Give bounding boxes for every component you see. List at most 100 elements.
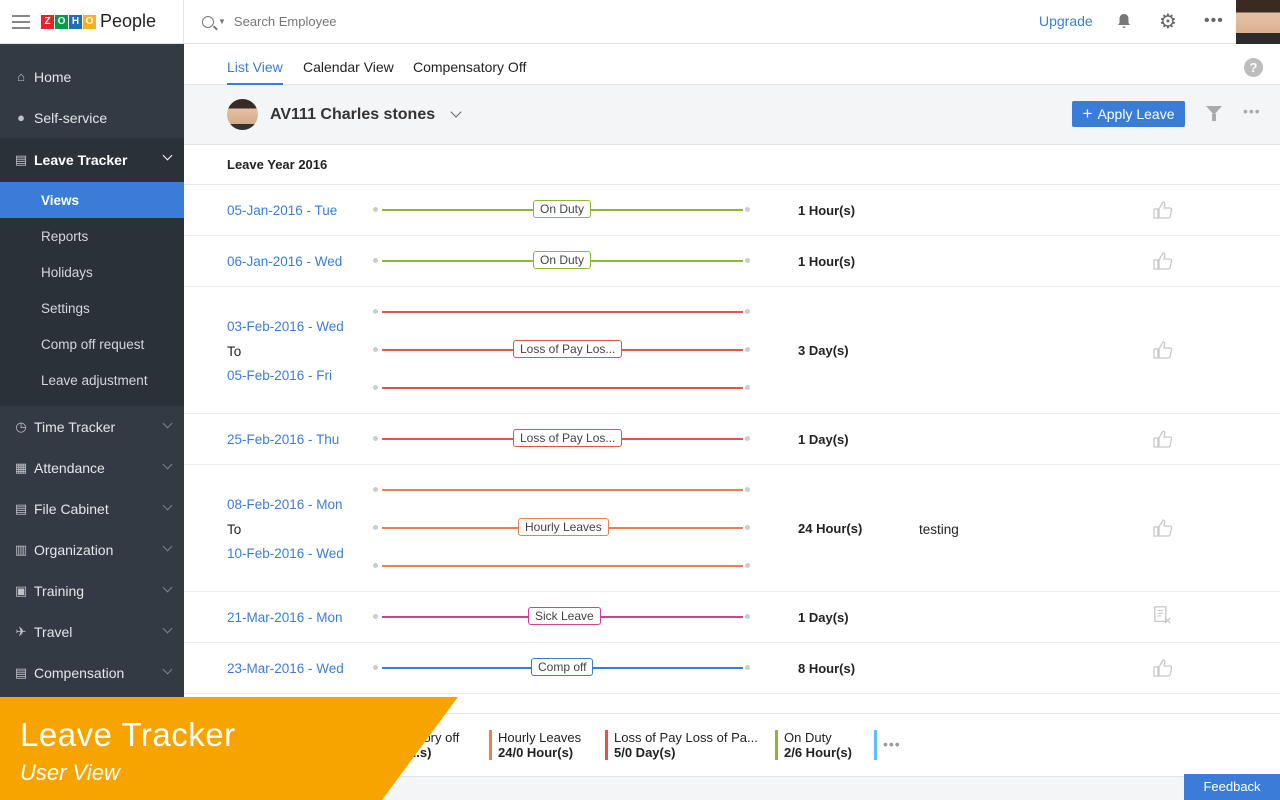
- leave-date-from[interactable]: 08-Feb-2016 - Mon: [227, 497, 343, 512]
- leave-date[interactable]: 21-Mar-2016 - Mon: [227, 610, 343, 625]
- summary-value: 2/6 Hour(s): [784, 745, 852, 760]
- sidebar-item-label: Travel: [34, 623, 73, 640]
- sidebar-item-travel[interactable]: ✈ Travel: [0, 611, 184, 652]
- timeline-line: [382, 489, 743, 491]
- sidebar-item-file-cabinet[interactable]: ▤ File Cabinet: [0, 488, 184, 529]
- sidebar-item-training[interactable]: ▣ Training: [0, 570, 184, 611]
- upgrade-link[interactable]: Upgrade: [1039, 13, 1093, 29]
- bell-icon[interactable]: [1116, 13, 1132, 29]
- sidebar-item-label: Time Tracker: [34, 418, 116, 435]
- sidebar-item-self-service[interactable]: ● Self-service: [0, 97, 184, 138]
- leave-date-from[interactable]: 03-Feb-2016 - Wed: [227, 319, 344, 334]
- sidebar-item-compensation[interactable]: ▤ Compensation: [0, 652, 184, 693]
- sidebar-item-label: Organization: [34, 541, 114, 558]
- timeline-dot: [373, 614, 378, 619]
- chevron-down-icon: [162, 623, 173, 634]
- logo-letter: O: [55, 14, 68, 29]
- leave-duration: 1 Hour(s): [798, 203, 856, 218]
- more-icon[interactable]: •••: [883, 736, 901, 752]
- timeline-dot: [745, 487, 750, 492]
- gear-icon[interactable]: ⚙: [1159, 11, 1177, 33]
- chevron-down-icon: [162, 150, 173, 161]
- sidebar-item-attendance[interactable]: ▦ Attendance: [0, 447, 184, 488]
- table-row[interactable]: 05-Jan-2016 - Tue On Duty 1 Hour(s): [184, 185, 1280, 236]
- table-row[interactable]: 06-Jan-2016 - Wed On Duty 1 Hour(s): [184, 236, 1280, 287]
- summary-color-bar: [605, 730, 608, 760]
- leave-type-pill[interactable]: Loss of Pay Los...: [513, 340, 623, 358]
- chevron-down-icon: [162, 541, 173, 552]
- sidebar-item-home[interactable]: ⌂ Home: [0, 56, 184, 97]
- view-tabs: List View Calendar View Compensatory Off…: [184, 44, 1280, 85]
- table-row[interactable]: 23-Mar-2016 - Wed Comp off 8 Hour(s): [184, 643, 1280, 694]
- sidebar-item-label: Home: [34, 68, 72, 85]
- chevron-down-icon[interactable]: [450, 106, 462, 118]
- compensation-icon: ▤: [14, 664, 28, 680]
- leave-date-to[interactable]: 05-Feb-2016 - Fri: [227, 368, 333, 383]
- timeline-dot: [373, 563, 378, 568]
- summary-item[interactable]: Loss of Pay Loss of Pa... 5/0 Day(s): [605, 730, 758, 760]
- tab-calendar-view[interactable]: Calendar View: [303, 59, 394, 75]
- timeline-dot: [373, 665, 378, 670]
- chevron-down-icon: ▼: [218, 17, 226, 26]
- thumbs-up-icon: [1153, 519, 1173, 537]
- sidebar-item-label: Attendance: [34, 459, 105, 476]
- search-input[interactable]: Search Employee: [233, 14, 337, 29]
- sidebar-item-leave-tracker[interactable]: ▤ Leave Tracker: [0, 138, 184, 182]
- timeline-dot: [745, 385, 750, 390]
- summary-item[interactable]: Hourly Leaves 24/0 Hour(s): [489, 730, 581, 760]
- timeline-line: [382, 387, 743, 389]
- sidebar-subitem-reports[interactable]: Reports: [41, 228, 89, 244]
- hamburger-menu-icon[interactable]: [12, 14, 30, 29]
- more-icon[interactable]: •••: [1243, 103, 1261, 119]
- sidebar-subitem-settings[interactable]: Settings: [41, 300, 90, 316]
- leave-type-pill[interactable]: Loss of Pay Los...: [513, 429, 623, 447]
- help-icon[interactable]: ?: [1244, 58, 1263, 77]
- timeline-dot: [745, 309, 750, 314]
- banner-title: Leave Tracker: [20, 716, 236, 753]
- sidebar-subitem-holidays[interactable]: Holidays: [41, 264, 93, 280]
- leave-date-to[interactable]: 10-Feb-2016 - Wed: [227, 546, 344, 561]
- table-row[interactable]: 03-Feb-2016 - Wed To 05-Feb-2016 - Fri L…: [184, 287, 1280, 414]
- file-icon: ▤: [14, 500, 28, 516]
- chevron-down-icon: [162, 500, 173, 511]
- more-icon[interactable]: •••: [1204, 12, 1224, 29]
- leave-type-pill[interactable]: Hourly Leaves: [518, 518, 609, 536]
- sidebar-subitem-comp-off-request[interactable]: Comp off request: [41, 336, 145, 352]
- sidebar-item-label: Compensation: [34, 664, 125, 681]
- sidebar-item-time-tracker[interactable]: ◷ Time Tracker: [0, 406, 184, 447]
- home-icon: ⌂: [17, 69, 25, 84]
- table-row[interactable]: 21-Mar-2016 - Mon Sick Leave 1 Day(s): [184, 592, 1280, 643]
- plane-icon: ✈: [15, 623, 27, 639]
- employee-avatar: [227, 99, 258, 130]
- leave-type-pill[interactable]: On Duty: [533, 251, 592, 269]
- sidebar-subitem-leave-adjustment[interactable]: Leave adjustment: [41, 372, 148, 388]
- leave-note: testing: [919, 522, 959, 537]
- logo-letter: H: [69, 14, 82, 29]
- timeline-dot: [745, 347, 750, 352]
- filter-icon[interactable]: [1206, 106, 1222, 121]
- search-icon: [202, 15, 214, 28]
- tab-compensatory-off[interactable]: Compensatory Off: [413, 59, 527, 75]
- app-name: People: [100, 11, 157, 31]
- table-row[interactable]: 25-Feb-2016 - Thu Loss of Pay Los... 1 D…: [184, 414, 1280, 465]
- leave-date[interactable]: 06-Jan-2016 - Wed: [227, 254, 343, 269]
- leave-type-pill[interactable]: Sick Leave: [528, 607, 601, 625]
- leave-date[interactable]: 23-Mar-2016 - Wed: [227, 661, 344, 676]
- tab-list-view[interactable]: List View: [227, 59, 283, 85]
- timeline-dot: [373, 309, 378, 314]
- apply-leave-button[interactable]: + Apply Leave: [1072, 101, 1185, 127]
- feedback-button[interactable]: Feedback: [1184, 774, 1280, 800]
- leave-type-pill[interactable]: Comp off: [531, 658, 594, 676]
- leave-duration: 24 Hour(s): [798, 521, 863, 536]
- sidebar-item-organization[interactable]: ▥ Organization: [0, 529, 184, 570]
- timeline-dot: [745, 258, 750, 263]
- leave-type-pill[interactable]: On Duty: [533, 200, 592, 218]
- avatar[interactable]: [1236, 0, 1280, 44]
- sidebar-subitem-views[interactable]: Views: [0, 182, 184, 218]
- table-row[interactable]: 08-Feb-2016 - Mon To 10-Feb-2016 - Wed H…: [184, 465, 1280, 592]
- search-box[interactable]: ▼ Search Employee: [202, 14, 337, 29]
- summary-item[interactable]: On Duty 2/6 Hour(s): [775, 730, 852, 760]
- employee-name[interactable]: AV111 Charles stones: [270, 106, 436, 123]
- leave-date[interactable]: 05-Jan-2016 - Tue: [227, 203, 338, 218]
- leave-date[interactable]: 25-Feb-2016 - Thu: [227, 432, 340, 447]
